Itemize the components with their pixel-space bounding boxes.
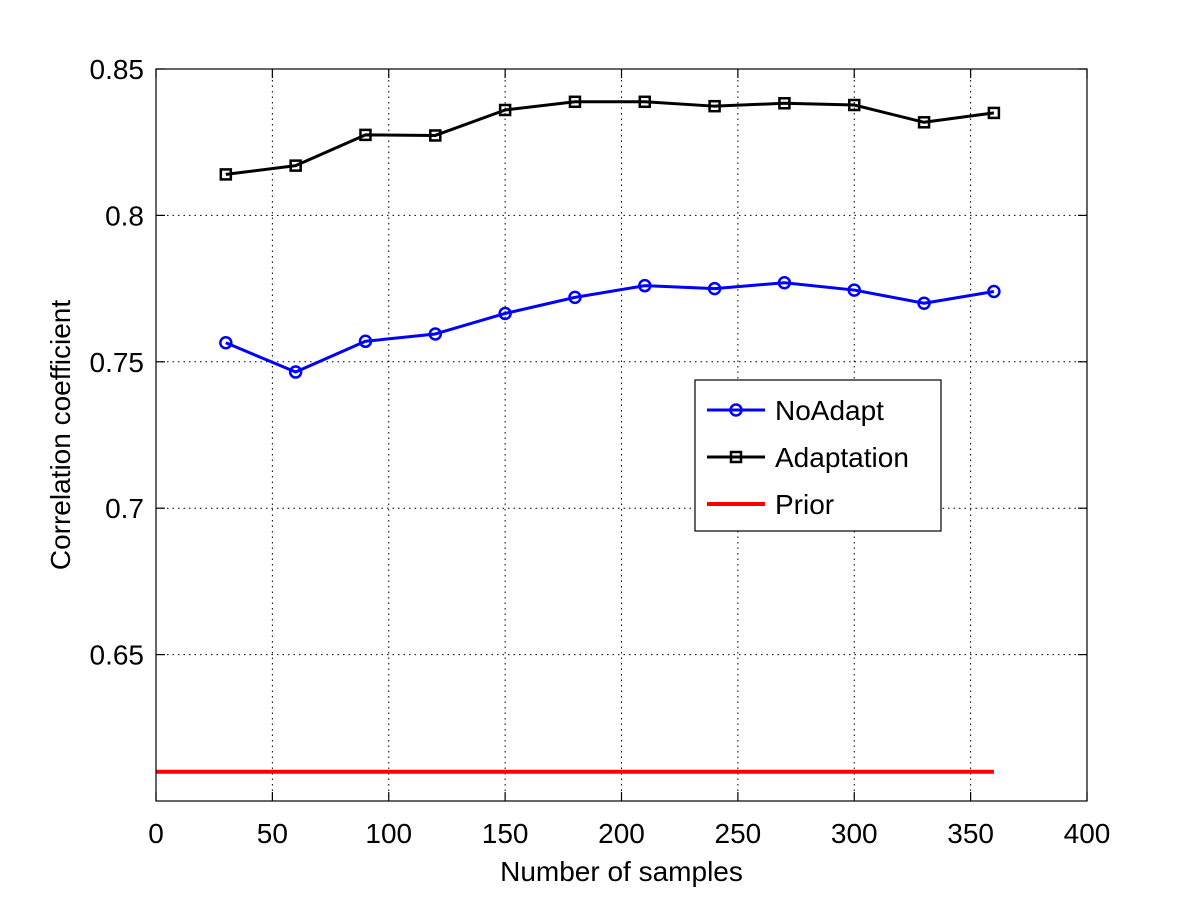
data-point-adaptation xyxy=(568,95,582,109)
data-point-noadapt xyxy=(288,365,303,379)
x-tick-label: 250 xyxy=(715,818,762,849)
data-point-adaptation xyxy=(778,97,791,110)
x-tick-label: 350 xyxy=(947,818,994,849)
legend-marker-noadapt xyxy=(729,403,743,417)
legend-label-noadapt: NoAdapt xyxy=(775,395,884,426)
data-point-noadapt xyxy=(638,278,652,293)
grid-lines xyxy=(156,69,1087,801)
series-adaptation xyxy=(219,95,1001,181)
legend-label-prior: Prior xyxy=(775,489,834,520)
x-tick-label: 400 xyxy=(1064,818,1111,849)
data-point-adaptation xyxy=(219,168,233,181)
data-point-noadapt xyxy=(428,327,443,341)
legend-item-noadapt: NoAdapt xyxy=(707,395,884,426)
data-point-adaptation xyxy=(359,128,372,142)
data-point-noadapt xyxy=(987,284,1001,299)
x-tick-label: 50 xyxy=(257,818,288,849)
data-point-adaptation xyxy=(638,95,652,109)
data-point-noadapt xyxy=(358,334,373,349)
x-tick-labels: 0 50 100 150 200 250 300 350 400 xyxy=(148,818,1110,849)
y-axis-label: Correlation coefficient xyxy=(45,300,76,571)
x-tick-label: 0 xyxy=(148,818,164,849)
legend: NoAdapt Adaptation Prior xyxy=(694,379,942,532)
series-layer xyxy=(156,95,1001,774)
y-tick-label: 0.7 xyxy=(105,493,144,524)
legend-label-adaptation: Adaptation xyxy=(775,442,909,473)
x-tick-label: 300 xyxy=(831,818,878,849)
data-point-noadapt xyxy=(568,290,582,305)
x-tick-label: 150 xyxy=(482,818,529,849)
data-point-adaptation xyxy=(429,129,442,142)
data-point-noadapt xyxy=(917,296,931,310)
x-tick-label: 200 xyxy=(598,818,645,849)
y-tick-label: 0.65 xyxy=(90,640,145,671)
series-line-noadapt xyxy=(225,281,995,374)
tick-marks xyxy=(155,68,1088,801)
data-point-noadapt xyxy=(219,336,233,350)
legend-marker-adaptation xyxy=(729,450,743,464)
y-tick-labels: 0.65 0.7 0.75 0.8 0.85 xyxy=(90,54,145,671)
y-tick-label: 0.85 xyxy=(90,54,145,85)
x-axis-label: Number of samples xyxy=(500,856,743,887)
legend-item-prior: Prior xyxy=(707,489,834,520)
data-point-adaptation xyxy=(289,159,302,172)
data-point-adaptation xyxy=(498,103,512,117)
y-tick-label: 0.8 xyxy=(105,200,144,231)
series-line-adaptation xyxy=(225,100,995,176)
data-point-adaptation xyxy=(917,116,931,129)
data-point-adaptation xyxy=(708,99,721,113)
x-tick-label: 100 xyxy=(365,818,412,849)
y-tick-label: 0.75 xyxy=(90,347,145,378)
data-point-noadapt xyxy=(707,281,722,296)
series-noadapt xyxy=(219,275,1001,379)
data-point-adaptation xyxy=(987,106,1001,120)
data-point-noadapt xyxy=(847,283,861,297)
legend-item-adaptation: Adaptation xyxy=(707,442,909,473)
data-point-adaptation xyxy=(848,98,861,112)
data-point-noadapt xyxy=(777,275,792,290)
data-point-noadapt xyxy=(498,306,512,321)
